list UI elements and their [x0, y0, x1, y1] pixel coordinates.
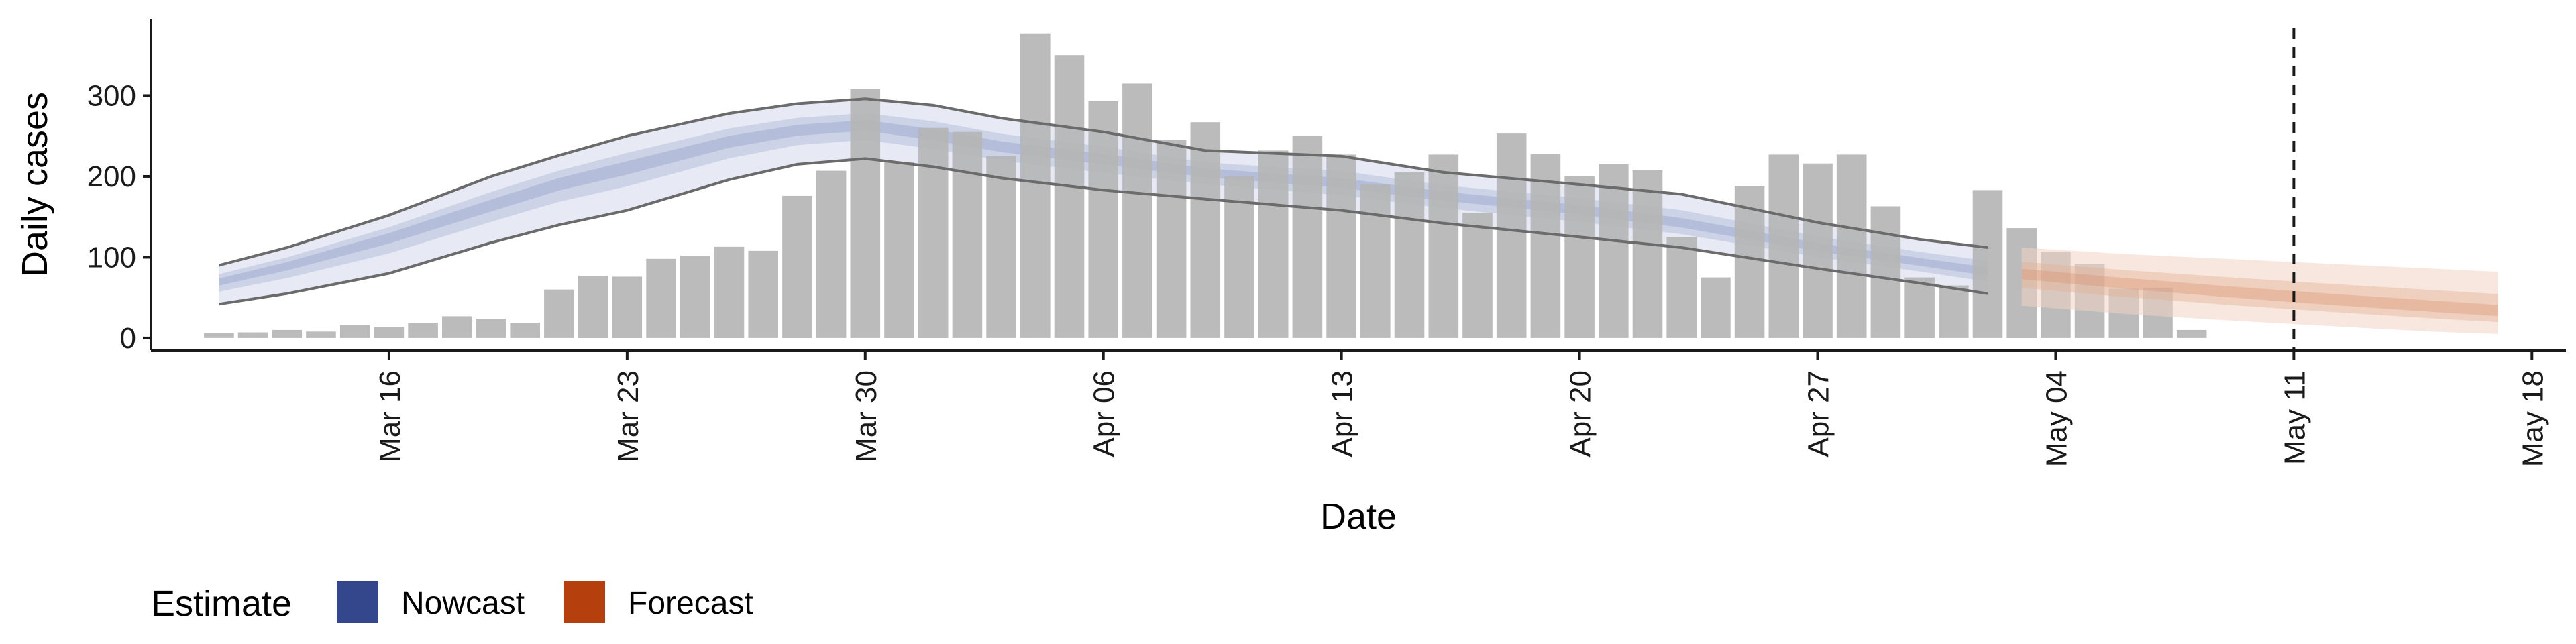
observed-bar: [1190, 122, 1221, 338]
observed-bar: [714, 246, 745, 338]
nowcast-ribbon-20: [219, 119, 1988, 286]
x-axis-title: Date: [1320, 496, 1397, 537]
observed-bar: [1836, 154, 1867, 338]
observed-bar: [1939, 285, 1969, 338]
forecast-ribbon-20: [2021, 268, 2498, 317]
axes: 0 100 200 300 Mar 16 Mar 23 Mar 30 Apr 06 Apr 13…: [87, 19, 2566, 467]
observed-bar: [408, 323, 438, 338]
y-tick-label: 200: [87, 160, 136, 193]
observed-bar: [204, 333, 234, 338]
x-tick-label: Apr 27: [1803, 370, 1835, 458]
legend-swatch-forecast: [564, 581, 605, 623]
observed-bar: [850, 89, 881, 338]
observed-bar: [952, 131, 983, 338]
y-tick-label: 0: [120, 322, 136, 355]
observed-bar: [1768, 154, 1799, 338]
observed-bar: [2176, 329, 2207, 338]
observed-bar: [1326, 154, 1356, 338]
observed-bar: [1904, 277, 1935, 338]
observed-bar: [612, 276, 643, 338]
forecast-ribbon-90: [2021, 248, 2498, 334]
observed-bar: [1156, 140, 1187, 338]
ribbon-layer: [219, 99, 1988, 305]
y-tick-label: 100: [87, 241, 136, 274]
legend-title: Estimate: [151, 584, 292, 624]
x-tick-label: Mar 23: [612, 370, 645, 462]
observed-bar: [1394, 172, 1425, 338]
observed-bar: [1496, 133, 1527, 338]
forecast-ribbon-layer: [2021, 248, 2498, 334]
observed-bar: [1564, 176, 1595, 338]
observed-bar: [1530, 154, 1561, 338]
legend-label-nowcast: Nowcast: [401, 586, 525, 621]
x-tick-label: Apr 06: [1088, 370, 1121, 458]
observed-bar: [1462, 213, 1493, 338]
observed-bar: [1599, 164, 1629, 338]
y-axis-title: Daily cases: [15, 92, 55, 277]
x-tick-label: May 04: [2040, 370, 2073, 467]
observed-bar: [578, 276, 608, 338]
observed-bar: [544, 289, 574, 338]
nowcast-bound-lines: [218, 97, 1988, 306]
observed-bar: [442, 316, 472, 338]
x-tick-label: May 18: [2516, 370, 2549, 467]
observed-bar: [782, 195, 812, 338]
observed-bar: [1292, 136, 1323, 338]
observed-bar: [1803, 163, 1833, 338]
legend-label-forecast: Forecast: [628, 586, 753, 621]
observed-bar: [1360, 184, 1391, 338]
observed-bar: [1428, 154, 1459, 338]
observed-bar: [884, 162, 914, 339]
forecast-ribbon-50: [2021, 262, 2498, 322]
observed-bar: [1870, 206, 1901, 338]
observed-bar: [1666, 237, 1697, 338]
y-tick-label: 300: [87, 79, 136, 112]
observed-bar: [1020, 33, 1051, 338]
x-tick-label: Apr 20: [1564, 370, 1597, 458]
x-tick-label: May 11: [2278, 370, 2311, 465]
observed-bar: [476, 319, 506, 338]
observed-bar: [272, 329, 303, 338]
observed-bar: [1054, 55, 1085, 338]
observed-bar: [816, 170, 847, 338]
observed-bar: [1972, 190, 2003, 338]
x-tick-label: Apr 13: [1326, 370, 1359, 458]
observed-bar: [918, 127, 949, 338]
observed-bar: [646, 258, 676, 338]
nowcast-upper-line: [218, 97, 1988, 267]
observed-bar: [306, 331, 336, 338]
observed-bar: [1701, 277, 1731, 338]
x-tick-label: Mar 16: [374, 370, 407, 462]
observed-bar: [510, 323, 540, 338]
observed-bar: [237, 332, 268, 338]
observed-bar: [1122, 83, 1152, 338]
observed-bar: [986, 156, 1016, 338]
legend: Estimate Nowcast Forecast: [151, 581, 753, 624]
observed-bar: [374, 327, 405, 338]
observed-bar: [1088, 101, 1118, 338]
observed-bar: [748, 250, 778, 338]
legend-swatch-nowcast: [337, 581, 378, 623]
observed-bar: [1258, 150, 1289, 338]
observed-bar: [1632, 170, 1663, 338]
x-tick-label: Mar 30: [850, 370, 883, 462]
observed-bar: [339, 325, 370, 338]
observed-bar: [680, 256, 710, 338]
nowcast-lower-line: [219, 157, 1988, 306]
